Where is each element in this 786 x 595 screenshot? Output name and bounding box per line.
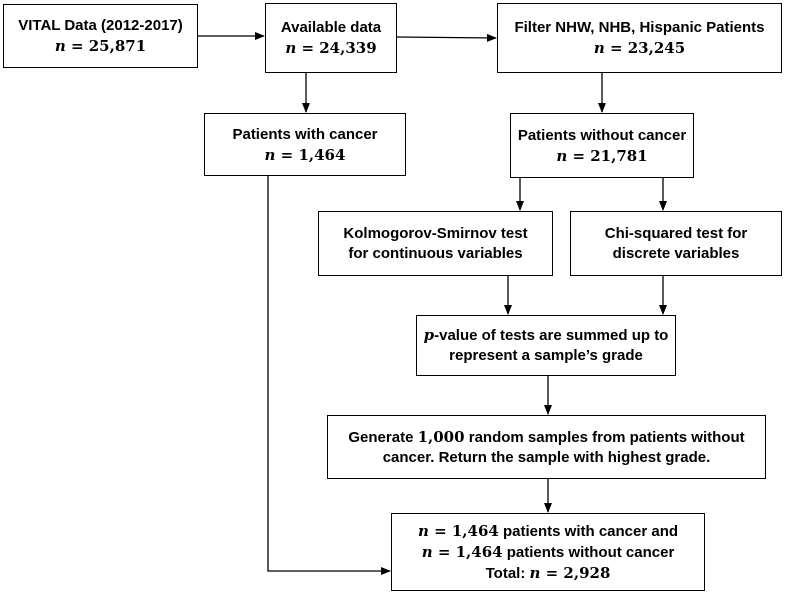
node-result-l2-rest: patients without cancer: [502, 543, 675, 561]
node-without-cancer-title: Patients without cancer: [517, 126, 687, 144]
node-result-l3-num: = 2,928: [540, 563, 611, 582]
node-filter-title: Filter NHW, NHB, Hispanic Patients: [514, 19, 765, 36]
node-chi-line2: discrete variables: [612, 244, 740, 262]
node-generate-count: 1,000: [417, 427, 465, 446]
node-result-l3-n: n: [529, 563, 541, 582]
node-filter-n-label: n: [593, 39, 605, 57]
node-pvalue-p-label: p: [423, 326, 435, 344]
node-generate-pre: Generate: [348, 428, 418, 446]
node-available-n-label: n: [285, 39, 297, 57]
node-patients-without-cancer: Patients without cancer n = 21,781: [510, 113, 694, 178]
node-filter: Filter NHW, NHB, Hispanic Patients n = 2…: [497, 3, 782, 73]
node-result-l2-num: = 1,464: [432, 542, 503, 561]
node-available-title: Available data: [280, 19, 382, 36]
node-result-l1-num: = 1,464: [428, 521, 499, 540]
node-with-cancer-count: = 1,464: [275, 145, 346, 164]
node-filter-count: = 23,245: [604, 39, 686, 57]
node-vital-n-label: n: [54, 37, 66, 55]
node-patients-with-cancer: Patients with cancer n = 1,464: [204, 113, 406, 176]
node-available-data: Available data n = 24,339: [265, 3, 397, 73]
node-chi-line1: Chi-squared test for: [604, 224, 748, 242]
arrow-available-to-filter: [396, 33, 497, 42]
node-vital-title: VITAL Data (2012-2017): [18, 17, 183, 34]
node-ks-line2: for continuous variables: [348, 244, 523, 262]
node-with-cancer-n-label: n: [264, 145, 276, 164]
arrow-with-cancer-to-result: [267, 176, 391, 575]
node-ks-line1: Kolmogorov-Smirnov test: [343, 224, 528, 242]
node-vital-data: VITAL Data (2012-2017) n = 25,871: [3, 4, 198, 68]
node-generate-post: random samples from patients without: [464, 428, 745, 446]
node-without-cancer-count: = 21,781: [567, 146, 648, 165]
node-available-count: = 24,339: [296, 39, 377, 57]
node-with-cancer-title: Patients with cancer: [232, 125, 378, 143]
node-chi-test: Chi-squared test for discrete variables: [570, 211, 782, 276]
node-result-l1-rest: patients with cancer and: [498, 522, 679, 540]
node-without-cancer-n-label: n: [556, 146, 568, 165]
node-pvalue-grade: p-value of tests are summed up to repres…: [416, 315, 676, 376]
node-ks-test: Kolmogorov-Smirnov test for continuous v…: [318, 211, 553, 276]
node-result-l2-n: n: [421, 542, 433, 561]
node-final-result: n = 1,464 patients with cancer and n = 1…: [391, 513, 705, 591]
node-vital-count: = 25,871: [65, 37, 147, 55]
node-generate-line2: cancer. Return the sample with highest g…: [382, 448, 711, 466]
node-result-l3-pre: Total:: [485, 564, 530, 582]
node-pvalue-line2: represent a sample’s grade: [449, 347, 643, 364]
node-result-l1-n: n: [417, 521, 429, 540]
node-generate-samples: Generate 1,000 random samples from patie…: [327, 415, 766, 479]
node-pvalue-line1: -value of tests are summed up to: [434, 327, 669, 344]
